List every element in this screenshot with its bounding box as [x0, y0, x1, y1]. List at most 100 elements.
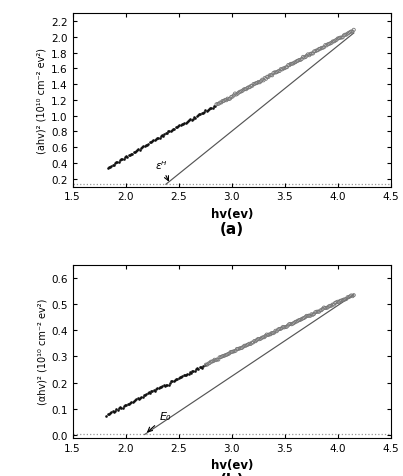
Point — [247, 84, 253, 92]
Point — [286, 62, 293, 70]
Point — [344, 294, 351, 301]
Point — [202, 362, 208, 369]
Point — [284, 64, 290, 72]
Point — [297, 57, 304, 65]
Point — [129, 151, 135, 159]
Point — [322, 42, 328, 50]
Point — [294, 58, 300, 66]
Point — [333, 37, 340, 45]
Point — [347, 30, 353, 37]
Point — [132, 396, 138, 404]
Point — [173, 375, 179, 383]
Point — [293, 318, 300, 326]
Point — [190, 116, 196, 123]
Point — [119, 404, 126, 411]
Point — [129, 398, 136, 406]
Point — [201, 109, 207, 117]
Point — [191, 367, 198, 375]
Point — [241, 342, 248, 350]
Point — [202, 107, 208, 115]
Point — [212, 356, 218, 364]
Point — [268, 72, 274, 79]
Point — [331, 301, 337, 309]
Point — [160, 133, 166, 140]
Point — [187, 368, 193, 376]
Point — [327, 40, 334, 48]
Point — [154, 135, 160, 143]
Point — [241, 87, 247, 94]
Point — [113, 406, 120, 413]
Point — [222, 351, 229, 359]
Point — [307, 312, 314, 320]
Point — [182, 371, 188, 379]
Point — [342, 32, 348, 40]
Point — [106, 410, 112, 418]
Point — [199, 109, 206, 117]
Point — [175, 123, 181, 130]
Point — [199, 364, 206, 372]
Point — [172, 377, 178, 385]
Point — [146, 139, 153, 147]
Point — [166, 128, 172, 136]
Point — [130, 149, 137, 157]
Point — [195, 365, 202, 373]
Point — [169, 127, 175, 134]
Point — [234, 346, 240, 353]
Point — [162, 382, 168, 390]
Point — [307, 51, 314, 59]
Point — [147, 389, 153, 397]
Point — [182, 120, 189, 128]
Point — [293, 59, 299, 67]
Point — [332, 38, 339, 45]
Point — [145, 141, 152, 149]
Point — [239, 344, 245, 352]
Point — [189, 117, 195, 124]
Point — [290, 320, 296, 328]
Point — [311, 49, 318, 56]
Point — [227, 96, 233, 103]
Point — [203, 361, 209, 369]
Point — [104, 165, 111, 173]
Point — [127, 152, 133, 160]
Point — [194, 365, 200, 372]
Point — [348, 292, 355, 299]
Point — [289, 61, 295, 69]
Point — [265, 332, 271, 339]
Point — [347, 293, 353, 300]
Point — [274, 69, 280, 77]
Point — [185, 118, 191, 126]
Point — [125, 152, 132, 160]
Point — [168, 377, 174, 385]
Text: (a): (a) — [220, 222, 244, 237]
Point — [171, 126, 178, 133]
Point — [249, 83, 256, 90]
Point — [330, 39, 336, 46]
Point — [262, 75, 268, 83]
Point — [118, 404, 125, 412]
Point — [175, 375, 182, 382]
Point — [299, 315, 306, 323]
Point — [285, 322, 291, 330]
Point — [275, 68, 282, 76]
Point — [236, 345, 243, 353]
Point — [112, 407, 118, 415]
Point — [162, 130, 169, 138]
Point — [193, 113, 200, 121]
Point — [131, 398, 137, 406]
Point — [195, 112, 201, 120]
Point — [123, 153, 129, 161]
Point — [155, 135, 162, 142]
Point — [110, 407, 116, 415]
Point — [249, 339, 255, 347]
Point — [218, 99, 224, 107]
Point — [316, 308, 322, 316]
Point — [301, 315, 307, 322]
Point — [342, 296, 348, 304]
Point — [276, 68, 283, 76]
Point — [349, 29, 356, 36]
Point — [170, 377, 177, 385]
Point — [220, 98, 227, 106]
Point — [107, 409, 114, 417]
Point — [200, 362, 207, 370]
Point — [251, 81, 258, 89]
